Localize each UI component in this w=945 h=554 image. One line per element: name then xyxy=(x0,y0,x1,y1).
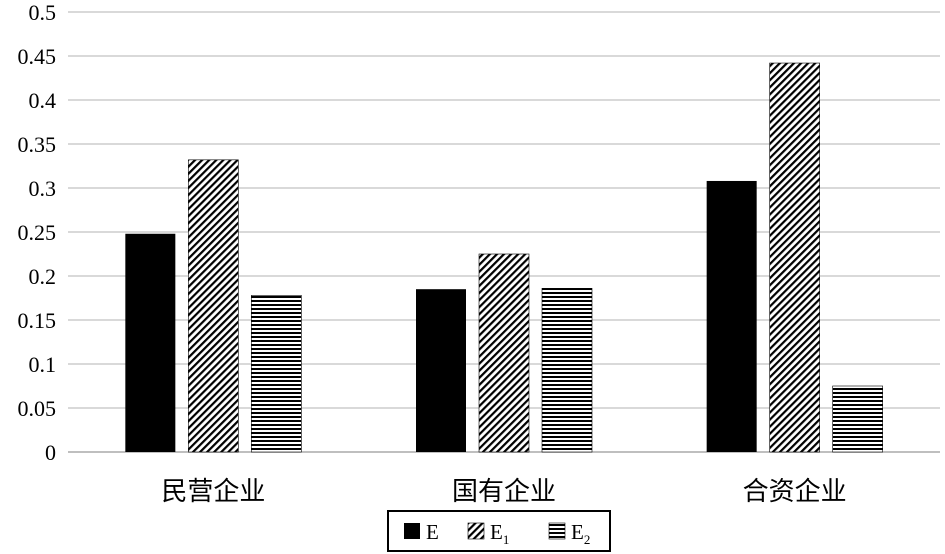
bar-E2-1 xyxy=(251,295,302,453)
y-tick-label: 0.15 xyxy=(18,308,57,333)
y-tick-label: 0.05 xyxy=(18,396,57,421)
category-label: 民营企业 xyxy=(161,477,265,507)
y-tick-label: 0.4 xyxy=(29,88,57,113)
y-tick-label: 0 xyxy=(45,440,56,465)
legend-label-subscript: 2 xyxy=(584,532,591,547)
legend-label-E1: E1 xyxy=(490,520,509,547)
y-tick-label: 0.1 xyxy=(29,352,57,377)
y-tick-label: 0.45 xyxy=(18,44,57,69)
legend-box xyxy=(387,510,611,552)
bar-E1-2 xyxy=(478,253,530,453)
legend-label-base: E xyxy=(426,520,439,544)
y-tick-label: 0.3 xyxy=(29,176,57,201)
legend-swatch-E2 xyxy=(548,522,566,540)
bar-E-2 xyxy=(416,289,466,452)
legend-label-E2: E2 xyxy=(571,520,590,547)
legend: E E1 E2 xyxy=(387,510,611,552)
legend-label-subscript: 1 xyxy=(503,532,510,547)
y-tick-label: 0.25 xyxy=(18,220,57,245)
x-axis-category-labels: 民营企业 国有企业 合资企业 xyxy=(161,477,846,507)
category-label: 合资企业 xyxy=(743,477,847,507)
y-tick-label: 0.35 xyxy=(18,132,57,157)
bar-E1-1 xyxy=(188,159,239,453)
bar-E1-3 xyxy=(769,62,820,453)
legend-label-base: E xyxy=(490,520,503,544)
legend-swatch-E xyxy=(404,523,420,539)
y-tick-label: 0.2 xyxy=(29,264,57,289)
legend-label-E: E xyxy=(426,520,439,544)
y-tick-label: 0.5 xyxy=(29,0,57,25)
y-axis-tick-labels: 0 0.05 0.1 0.15 0.2 0.25 0.3 0.35 0.4 0.45 0.5 xyxy=(18,0,57,465)
legend-swatch-E1 xyxy=(467,522,485,540)
bars xyxy=(125,62,883,453)
bar-E2-3 xyxy=(832,385,883,453)
bar-E2-2 xyxy=(541,288,593,453)
category-label: 国有企业 xyxy=(452,477,556,507)
legend-label-base: E xyxy=(571,520,584,544)
bar-E-1 xyxy=(125,233,176,452)
bar-E-3 xyxy=(706,180,757,452)
